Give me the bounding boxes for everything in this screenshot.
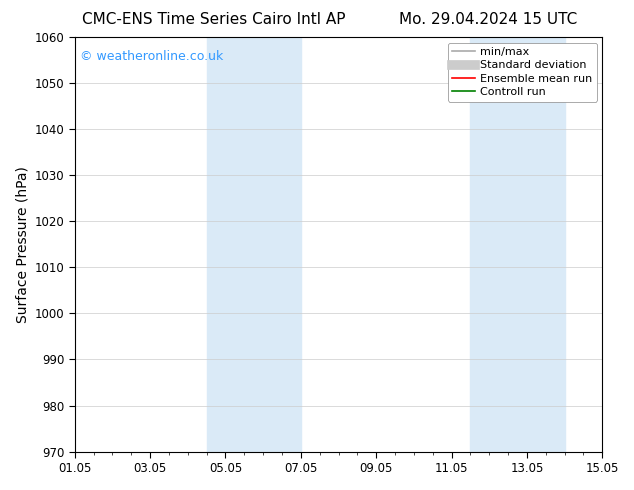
Text: Mo. 29.04.2024 15 UTC: Mo. 29.04.2024 15 UTC [399, 12, 578, 27]
Text: CMC-ENS Time Series Cairo Intl AP: CMC-ENS Time Series Cairo Intl AP [82, 12, 346, 27]
Y-axis label: Surface Pressure (hPa): Surface Pressure (hPa) [15, 166, 29, 323]
Legend: min/max, Standard deviation, Ensemble mean run, Controll run: min/max, Standard deviation, Ensemble me… [448, 43, 597, 101]
Bar [470, 37, 565, 452]
Text: © weatheronline.co.uk: © weatheronline.co.uk [80, 49, 223, 63]
Bar [207, 37, 301, 452]
